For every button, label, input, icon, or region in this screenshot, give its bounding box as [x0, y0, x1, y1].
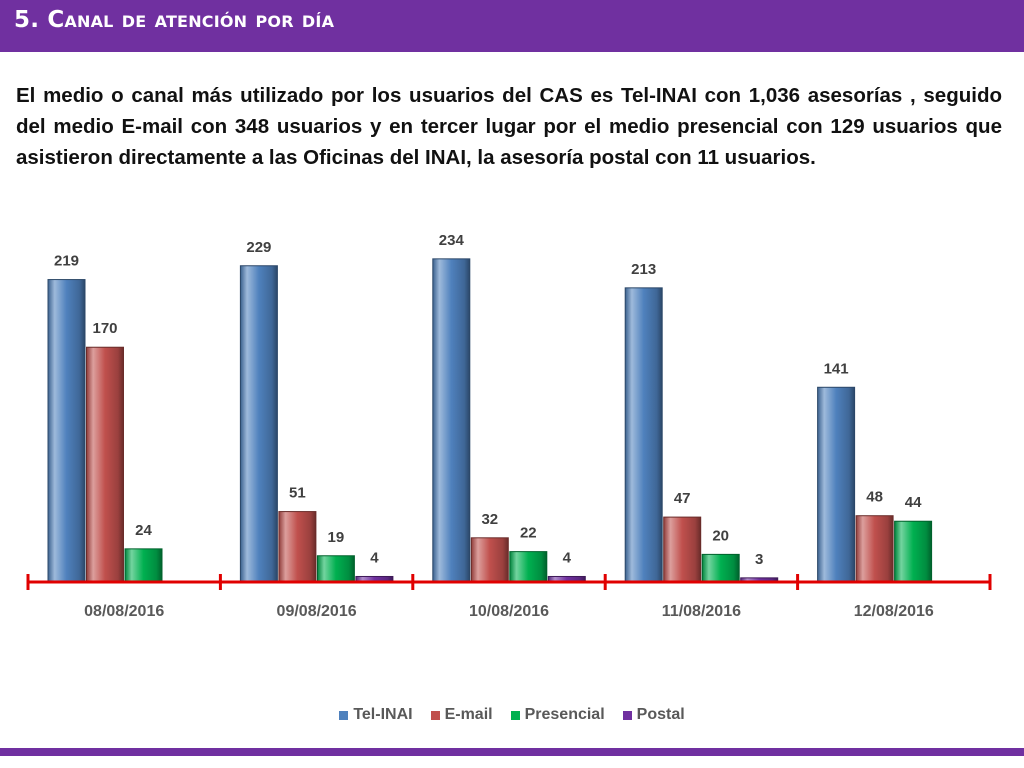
legend-label: Tel-INAI [353, 706, 413, 723]
legend-label: E-mail [444, 706, 493, 723]
legend-swatch [339, 710, 349, 720]
x-tick-label: 11/08/2016 [662, 603, 741, 620]
data-label: 32 [481, 511, 498, 528]
legend-swatch [622, 710, 632, 720]
bar-presencial-0 [124, 548, 163, 583]
labels-layer: 219 170 24 229 51 19 4 234 32 22 4 213 47 20 3 141 48 44 [54, 232, 922, 568]
title-bar: 5. Canal de atención por día [0, 0, 1024, 52]
x-tick-label: 08/08/2016 [84, 603, 164, 620]
data-label: 219 [54, 253, 79, 270]
data-label: 22 [520, 525, 537, 542]
bar-e-mail-0 [86, 346, 124, 583]
data-label: 19 [328, 529, 345, 546]
bar-e-mail-2 [470, 537, 509, 583]
bar-presencial-2 [509, 551, 548, 583]
legend-item: E-mail [430, 706, 493, 724]
data-label: 51 [289, 485, 306, 502]
data-label: 4 [563, 549, 572, 566]
legend-item: Presencial [510, 706, 605, 724]
data-label: 3 [755, 551, 763, 568]
bar-presencial-3 [701, 553, 740, 583]
data-label: 4 [370, 549, 379, 566]
bottom-bar [0, 748, 1024, 756]
data-label: 24 [135, 522, 152, 539]
bar-chart: 08/08/2016 09/08/2016 10/08/2016 11/08/2016… [26, 232, 992, 620]
legend-item: Postal [622, 706, 685, 724]
bar-tel-inai-4 [817, 386, 856, 583]
data-label: 44 [905, 494, 922, 511]
legend-swatch [510, 710, 520, 720]
data-label: 170 [92, 320, 117, 337]
bar-tel-inai-3 [624, 287, 663, 583]
legend-label: Postal [636, 706, 685, 723]
data-label: 213 [631, 261, 656, 278]
bar-tel-inai-2 [432, 258, 471, 583]
x-tick-label: 10/08/2016 [469, 603, 549, 620]
bar-presencial-4 [894, 520, 933, 583]
bar-tel-inai-1 [239, 265, 278, 583]
legend-swatch [430, 710, 440, 720]
data-label: 48 [866, 489, 883, 506]
chart-legend: Tel-INAI E-mail Presencial Postal [0, 706, 1024, 724]
data-label: 20 [712, 527, 729, 544]
x-tick-label: 12/08/2016 [854, 603, 934, 620]
bar-e-mail-1 [278, 511, 317, 583]
legend-label: Presencial [524, 706, 605, 723]
page-title: 5. Canal de atención por día [14, 7, 335, 33]
bar-e-mail-3 [663, 516, 702, 583]
data-label: 229 [246, 239, 271, 256]
data-label: 47 [674, 490, 691, 507]
x-tick-label: 09/08/2016 [277, 603, 357, 620]
legend-item: Tel-INAI [339, 706, 413, 724]
bar-e-mail-4 [855, 515, 894, 583]
data-label: 141 [824, 360, 849, 377]
description-text: El medio o canal más utilizado por los u… [16, 84, 1002, 169]
bars-layer [47, 258, 933, 583]
bar-presencial-1 [316, 555, 355, 583]
data-label: 234 [439, 232, 465, 249]
x-axis: 08/08/2016 09/08/2016 10/08/2016 11/08/2016… [26, 574, 992, 620]
bar-tel-inai-0 [47, 279, 86, 583]
